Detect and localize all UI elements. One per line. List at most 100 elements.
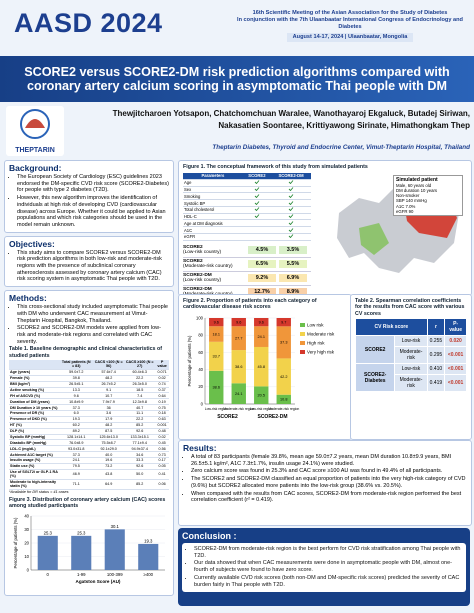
table-row: Moderate to high-intensity statin (%) 71.… <box>9 479 169 490</box>
value-label: 25.3 <box>44 531 53 536</box>
check-cell <box>271 192 311 201</box>
score-label: SCORE2 (Low-risk country) <box>183 245 245 256</box>
bullet: Zero calcium score was found in 25.3% an… <box>191 468 467 475</box>
parameter-name: Systolic BP <box>183 199 243 207</box>
bar-segment <box>231 317 246 326</box>
y-tick-label: 0 <box>27 568 30 573</box>
header-row: CV Risk score r P-value <box>355 318 467 337</box>
table-cell: 87.5 <box>93 428 125 435</box>
value-label: 19.3 <box>144 539 153 544</box>
table-footnote: *Available for DR status = 41 cases <box>9 489 69 494</box>
bar-segment <box>254 386 269 404</box>
section-heading: Background: <box>9 163 62 173</box>
score-region: (Low-risk country) <box>183 250 222 256</box>
check-cell <box>242 186 272 194</box>
bar-segment <box>231 382 246 404</box>
segment-label: 20.5 <box>258 393 265 397</box>
bar <box>138 544 159 571</box>
table-row: A1C <box>183 226 311 235</box>
check-icon <box>254 207 260 212</box>
table-cell: 0.64 <box>155 392 169 400</box>
score-row: SCORE2 (Moderate-risk country) 6.5% 5.5% <box>183 258 311 272</box>
table-cell: 128.1±14.1 <box>59 434 94 441</box>
check-cell <box>271 226 311 235</box>
check-mark <box>288 221 294 226</box>
segment-label: 24.1 <box>258 335 265 339</box>
table-cell: Moderate-risk <box>394 346 428 365</box>
table-2: Table 2. Spearman correlation coefficien… <box>350 294 472 440</box>
table-cell: 26.5±5.1 <box>59 381 94 388</box>
bullet: SCORE2-DM from moderate-risk region is t… <box>194 546 463 559</box>
check-mark <box>288 193 294 198</box>
table-cell: 125.6±13.0 <box>93 434 125 441</box>
bar <box>37 536 58 571</box>
parameter-name: Sex <box>183 186 243 194</box>
score-name: SCORE2-DM <box>183 287 212 293</box>
table-row: Total cholesterol <box>183 206 311 214</box>
bullet-list: This study aims to compare SCORE2 versus… <box>9 250 169 284</box>
legend-swatch <box>300 340 305 345</box>
table-row: Smoking <box>183 192 311 201</box>
table-cell: 0.410 <box>426 363 446 376</box>
table-row: Age <box>183 179 311 187</box>
patient-lines: Male, 60 years old DM duration 10 years No… <box>396 183 460 214</box>
y-tick-label: 100 <box>196 315 204 320</box>
table-cell: Systolic BP (mmHg) <box>9 434 60 441</box>
table-caption: Table 1. Baseline demographic and clinic… <box>9 346 162 359</box>
table-row: LDL-C (mg/dL) 93.0±31.8 92.1±29.0 94.9±37.4… <box>9 445 169 453</box>
parameter-name: Smoking <box>183 192 243 201</box>
table-cell: 18.5 <box>124 387 156 394</box>
header-cell: SCORE2-DM <box>271 173 311 180</box>
table-cell: 19.3 <box>59 416 94 423</box>
table-cell: 9.6 <box>59 392 94 400</box>
table-row: Systolic BP <box>183 199 311 207</box>
table-cell: Insulin usage (%) <box>9 457 60 464</box>
bar <box>104 529 125 571</box>
check-mark <box>254 207 260 212</box>
table-cell: 3.6 <box>93 410 125 417</box>
bar <box>71 536 92 571</box>
header-cell: Total patients (N = 83) <box>59 360 94 370</box>
section-heading: Methods: <box>9 293 47 304</box>
methods-section: Methods:This cross-sectional study inclu… <box>4 290 174 597</box>
table-cell: 37.3 <box>59 404 94 412</box>
score-value: 5.5% <box>279 260 307 269</box>
header-cell <box>9 360 60 370</box>
score-group: SCORE2 <box>354 335 396 365</box>
table-cell: 0.071 <box>155 369 169 376</box>
score-region: (Moderate-risk country) <box>183 264 233 270</box>
section-heading: Objectives: <box>9 238 55 249</box>
segment-label: 9.6 <box>214 320 219 324</box>
table-cell: Presence of DKD (%) <box>9 416 60 423</box>
table-cell: FH of ASCVD (%) <box>9 392 60 400</box>
score-label: SCORE2-DM (Low-risk country) <box>183 273 245 284</box>
bullet-list: A total of 83 participants (female 39.8%… <box>183 454 467 504</box>
check-cell <box>271 219 311 228</box>
header-cell: CACS <100 (N = 56) <box>93 360 125 370</box>
table-cell: 13.3 <box>59 387 94 394</box>
y-axis-label: Percentage of patients (%) <box>187 335 192 386</box>
table-row: SCORE2 Low-risk 0.255 0.020 <box>354 335 467 365</box>
check-cell <box>242 192 272 201</box>
table-cell: <0.001 <box>444 374 467 393</box>
table-cell: 22.2 <box>124 375 156 382</box>
table-row: HDL-C <box>183 213 311 221</box>
legend-swatch <box>300 322 305 327</box>
check-mark <box>254 187 260 192</box>
value-label: 30.1 <box>111 524 120 529</box>
table-cell: 73.2 <box>93 463 125 470</box>
table-cell: 10.8±9.9 <box>59 398 94 406</box>
table-cell: 0.74 <box>155 381 169 388</box>
segment-label: 27.7 <box>235 336 242 340</box>
affiliation: Theptarin Diabetes, Thyroid and Endocrin… <box>212 144 470 151</box>
table-row: Statin use (%) 79.5 73.2 92.6 0.05 <box>9 463 169 470</box>
check-mark <box>288 214 294 219</box>
parameter-name: Age <box>183 179 243 187</box>
parameter-name: A1C <box>183 226 243 235</box>
check-icon <box>254 214 260 219</box>
legend-label: High risk <box>307 340 325 345</box>
table-cell: 77.1±9.4 <box>124 439 156 447</box>
table-cell: 24.1 <box>59 457 94 464</box>
y-tick-label: 20 <box>24 541 29 546</box>
y-axis-label: Percentage of patients (%) <box>13 517 18 568</box>
